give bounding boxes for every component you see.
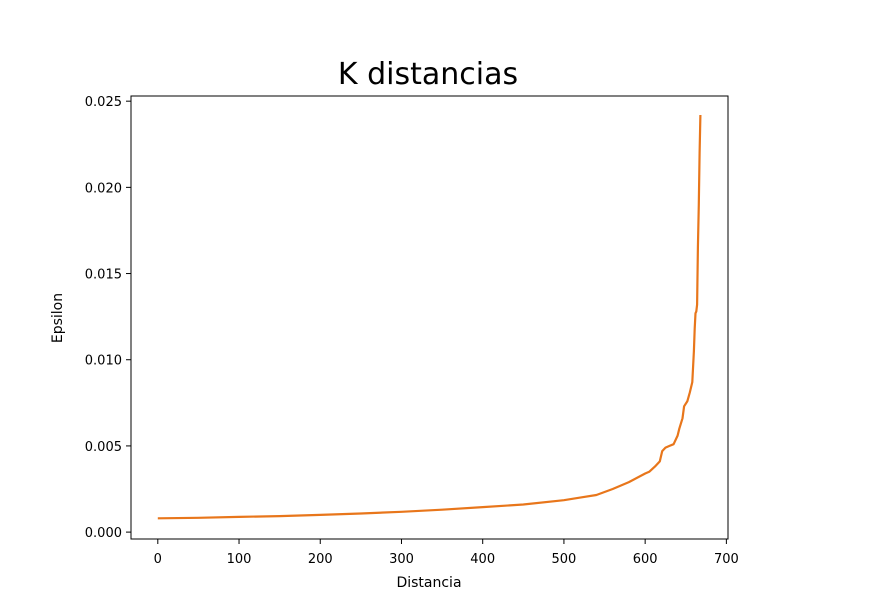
y-tick-label: 0.020 [85,181,122,196]
x-tick-label: 600 [633,552,658,567]
y-tick-label: 0.005 [85,440,122,455]
plot-area-frame [130,95,729,540]
x-tick-label: 300 [389,552,414,567]
x-tick-label: 100 [227,552,252,567]
x-axis-label: Distancia [396,575,461,591]
x-tick-label: 700 [714,552,739,567]
series-line-k-distance [157,114,702,520]
x-tick-label: 400 [470,552,495,567]
chart-title: K distancias [338,57,518,92]
y-tick-label: 0.010 [85,354,122,369]
x-tick-label: 0 [154,552,162,567]
y-tick-label: 0.025 [85,95,122,110]
y-tick-label: 0.000 [85,526,122,541]
x-tick-label: 500 [552,552,577,567]
y-tick-label: 0.015 [85,268,122,283]
x-tick-label: 200 [308,552,333,567]
y-axis-label: Epsilon [50,293,66,343]
